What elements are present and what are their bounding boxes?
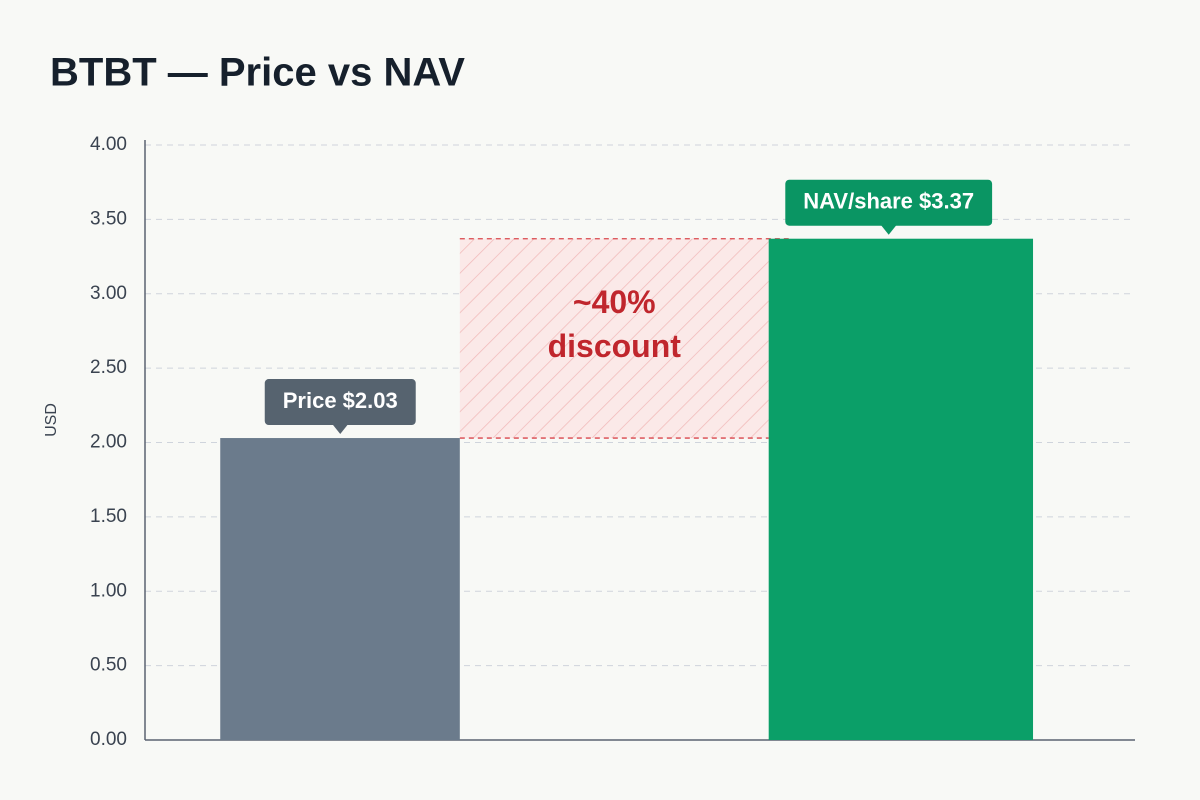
bar [768, 238, 1034, 740]
callout-pointer [332, 424, 349, 435]
y-tick-label: 1.50 [90, 506, 127, 527]
y-tick-label: 4.00 [90, 134, 127, 155]
y-tick-label: 2.50 [90, 357, 127, 378]
value-callout: NAV/share $3.37 [785, 179, 993, 235]
value-label: NAV/share $3.37 [803, 189, 974, 214]
discount-region [459, 238, 769, 439]
annotation: discount [548, 328, 682, 364]
y-tick-label: 0.00 [90, 729, 127, 750]
y-tick-label: 3.00 [90, 283, 127, 304]
annotation: ~40% [573, 284, 656, 320]
y-tick-label: 1.00 [90, 580, 127, 601]
callout-pointer [880, 224, 897, 235]
y-axis-label: USD [43, 403, 60, 437]
chart-title: BTBT — Price vs NAV [50, 51, 465, 95]
callout-box [264, 379, 416, 426]
value-label: Price $2.03 [283, 388, 398, 413]
callout-box [785, 179, 993, 226]
bar [220, 438, 460, 740]
value-callout: Price $2.03 [264, 379, 416, 435]
y-tick-label: 2.00 [90, 432, 127, 453]
y-tick-label: 0.50 [90, 655, 127, 676]
y-tick-label: 3.50 [90, 208, 127, 229]
